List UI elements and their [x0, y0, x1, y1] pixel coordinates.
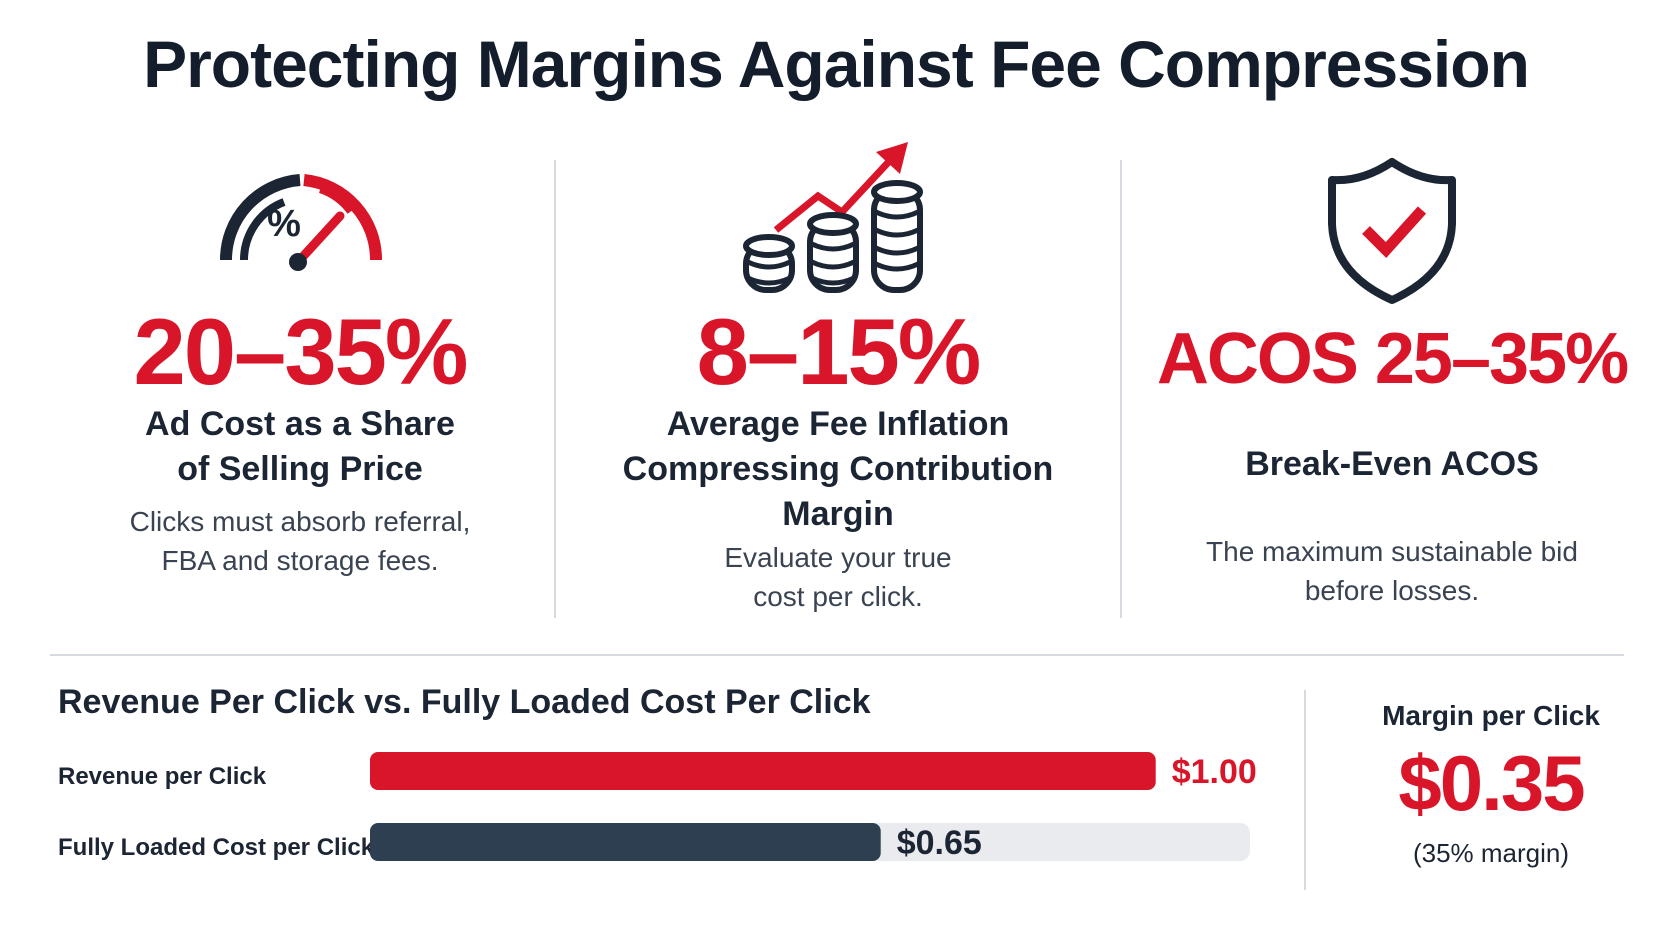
margin-panel-title: Margin per Click: [1382, 700, 1600, 731]
column-divider: [1120, 160, 1122, 618]
stat-label-line: Average Fee Inflation: [666, 405, 1010, 443]
stat-label-line: Compressing Contribution Margin: [622, 450, 1054, 533]
bar-value-label: $0.65: [897, 824, 982, 862]
stat-desc-line: Evaluate your true: [724, 542, 952, 573]
chart-title: Revenue Per Click vs. Fully Loaded Cost …: [58, 683, 871, 721]
bar: [370, 823, 881, 861]
shield-check-icon: [1328, 158, 1456, 304]
percent-glyph: %: [267, 203, 301, 245]
stat-column-break-even: ACOS 25–35% Break-Even ACOS The maximum …: [1132, 140, 1652, 620]
stat-label: Break-Even ACOS: [1132, 442, 1652, 487]
section-divider: [50, 654, 1624, 656]
bar-category-label: Revenue per Click: [58, 763, 267, 790]
bar: [370, 752, 1156, 790]
stat-description: Evaluate your true cost per click.: [578, 538, 1098, 616]
stat-column-ad-cost: % 20–35% Ad Cost as a Share of Selling P…: [40, 140, 560, 620]
stat-description: Clicks must absorb referral, FBA and sto…: [40, 502, 560, 580]
stat-desc-line: cost per click.: [753, 581, 923, 612]
stat-desc-line: Clicks must absorb referral,: [129, 506, 471, 537]
gauge-icon: %: [219, 174, 383, 271]
stat-desc-line: before losses.: [1304, 575, 1480, 606]
bar-category-label: Fully Loaded Cost per Click: [58, 834, 375, 861]
chart-divider: [1304, 690, 1306, 890]
stat-description: The maximum sustainable bid before losse…: [1132, 532, 1652, 610]
stat-label-line: Ad Cost as a Share: [145, 405, 455, 443]
stat-desc-line: FBA and storage fees.: [161, 545, 439, 576]
stat-value: ACOS 25–35%: [1156, 319, 1629, 399]
stat-label-line: of Selling Price: [177, 450, 423, 488]
column-divider: [554, 160, 556, 618]
margin-panel-value: $0.35: [1398, 739, 1585, 827]
stat-label-line: Break-Even ACOS: [1245, 445, 1539, 483]
bar-chart: $1.00 $0.65: [370, 752, 1257, 862]
coins-rising-icon: [743, 142, 923, 293]
margin-panel-note: (35% margin): [1412, 838, 1570, 868]
stat-label: Ad Cost as a Share of Selling Price: [40, 402, 560, 492]
bar-value-label: $1.00: [1172, 753, 1257, 791]
stat-desc-line: The maximum sustainable bid: [1206, 536, 1578, 567]
stat-value: 20–35%: [133, 299, 469, 404]
stat-value: 8–15%: [696, 299, 982, 404]
page-title: Protecting Margins Against Fee Compressi…: [143, 27, 1530, 101]
stat-column-fee-inflation: 8–15% Average Fee Inflation Compressing …: [578, 140, 1098, 620]
stat-label: Average Fee Inflation Compressing Contri…: [578, 402, 1098, 537]
